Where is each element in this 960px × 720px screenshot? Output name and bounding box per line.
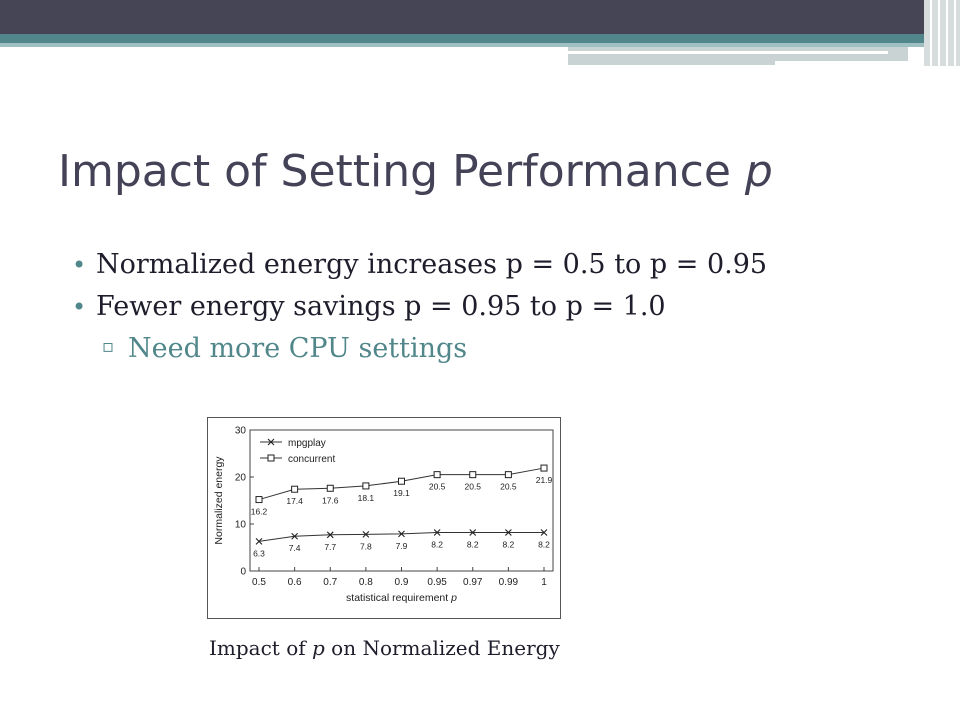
data-point-concurrent bbox=[398, 477, 405, 485]
legend-marker-concurrent bbox=[267, 454, 275, 462]
data-point-mpgplay bbox=[398, 530, 405, 538]
bullet-item: • Fewer energy savings p = 0.95 to p = 1… bbox=[72, 286, 932, 328]
sub-bullet-item: ▫ Need more CPU settings bbox=[102, 328, 932, 370]
data-point-mpgplay bbox=[255, 538, 263, 545]
y-tick-label: 30 bbox=[235, 426, 247, 437]
data-point-mpgplay bbox=[469, 529, 477, 536]
y-tick-label: 20 bbox=[235, 473, 247, 484]
y-axis-label: Normalized energy bbox=[213, 456, 225, 545]
data-label-concurrent: 17.4 bbox=[286, 496, 303, 506]
data-label-concurrent: 21.9 bbox=[536, 475, 553, 485]
sub-bullet-marker: ▫ bbox=[102, 336, 115, 357]
data-point-mpgplay bbox=[326, 531, 334, 539]
bullet-text: Normalized energy increases p = 0.5 to p… bbox=[96, 249, 768, 280]
legend-marker-mpgplay bbox=[267, 438, 275, 446]
data-label-mpgplay: 8.2 bbox=[538, 539, 550, 549]
data-point-concurrent bbox=[540, 464, 548, 472]
bullet-list: • Normalized energy increases p = 0.5 to… bbox=[72, 244, 932, 370]
caption-variable: p bbox=[312, 636, 325, 660]
corner-decor bbox=[924, 0, 960, 66]
y-tick-label: 10 bbox=[235, 520, 247, 531]
data-point-concurrent bbox=[255, 496, 263, 504]
caption-suffix: on Normalized Energy bbox=[324, 636, 560, 660]
data-label-concurrent: 18.1 bbox=[358, 493, 375, 503]
data-label-concurrent: 16.2 bbox=[251, 507, 268, 517]
energy-chart: 0 10 20 30 0.5 0.6 0.7 0.8 0.9 0.95 0.97 0.99 1 stati… bbox=[213, 426, 554, 604]
bullet-dot: • bbox=[72, 251, 87, 279]
data-label-concurrent: 20.5 bbox=[429, 482, 446, 492]
data-point-concurrent bbox=[504, 471, 512, 479]
data-point-mpgplay bbox=[291, 532, 299, 540]
sub-bullet-text: Need more CPU settings bbox=[128, 333, 468, 364]
data-label-mpgplay: 7.7 bbox=[324, 542, 336, 552]
slide-title-text: Impact of Setting Performance bbox=[58, 146, 745, 197]
header-decor-line bbox=[775, 61, 915, 65]
data-point-mpgplay bbox=[362, 530, 370, 538]
data-label-concurrent: 20.5 bbox=[464, 482, 481, 492]
x-tick-label: 0.95 bbox=[427, 577, 447, 588]
slide-title-variable: p bbox=[744, 146, 773, 197]
data-point-mpgplay bbox=[504, 529, 512, 536]
data-point-mpgplay bbox=[540, 529, 548, 536]
data-label-mpgplay: 8.2 bbox=[467, 539, 479, 549]
data-label-mpgplay: 8.2 bbox=[502, 539, 514, 549]
x-tick-label: 0.9 bbox=[395, 577, 409, 588]
x-tick-label: 0.99 bbox=[499, 577, 519, 588]
x-axis-label: statistical requirement p bbox=[346, 592, 457, 604]
legend-label-mpgplay: mpgplay bbox=[288, 438, 326, 449]
data-label-concurrent: 17.6 bbox=[322, 495, 339, 505]
data-label-mpgplay: 7.8 bbox=[360, 541, 372, 551]
legend-label-concurrent: concurrent bbox=[288, 454, 335, 465]
x-tick-label: 0.97 bbox=[463, 577, 483, 588]
data-point-concurrent bbox=[469, 471, 477, 479]
x-tick-label: 1 bbox=[541, 577, 547, 588]
data-label-mpgplay: 7.9 bbox=[396, 541, 408, 551]
header-accent-stripe bbox=[0, 34, 960, 43]
data-label-mpgplay: 6.3 bbox=[253, 548, 265, 558]
x-tick-label: 0.6 bbox=[288, 577, 302, 588]
figure-caption: Impact of p on Normalized Energy bbox=[209, 636, 560, 660]
data-point-concurrent bbox=[433, 471, 441, 479]
chart-figure: 0 10 20 30 0.5 0.6 0.7 0.8 0.9 0.95 0.97 0.99 1 stati… bbox=[207, 417, 561, 619]
x-tick-label: 0.7 bbox=[323, 577, 337, 588]
x-tick-label: 0.5 bbox=[252, 577, 266, 588]
data-label-concurrent: 20.5 bbox=[500, 482, 517, 492]
bullet-dot: • bbox=[72, 293, 87, 321]
header-band bbox=[0, 0, 960, 34]
header-decor-line bbox=[568, 51, 888, 54]
bullet-item: • Normalized energy increases p = 0.5 to… bbox=[72, 244, 932, 286]
header-accent-stripe-light bbox=[0, 43, 960, 47]
data-label-concurrent: 19.1 bbox=[393, 488, 410, 498]
data-point-concurrent bbox=[291, 485, 299, 493]
data-label-mpgplay: 7.4 bbox=[289, 543, 301, 553]
data-point-concurrent bbox=[362, 482, 370, 490]
data-point-concurrent bbox=[326, 484, 334, 492]
caption-prefix: Impact of bbox=[209, 636, 312, 660]
x-tick-label: 0.8 bbox=[359, 577, 373, 588]
y-tick-label: 0 bbox=[240, 567, 246, 578]
slide-title: Impact of Setting Performance p bbox=[58, 146, 773, 197]
data-point-mpgplay bbox=[433, 529, 441, 536]
data-label-mpgplay: 8.2 bbox=[431, 539, 443, 549]
bullet-text: Fewer energy savings p = 0.95 to p = 1.0 bbox=[96, 291, 666, 322]
